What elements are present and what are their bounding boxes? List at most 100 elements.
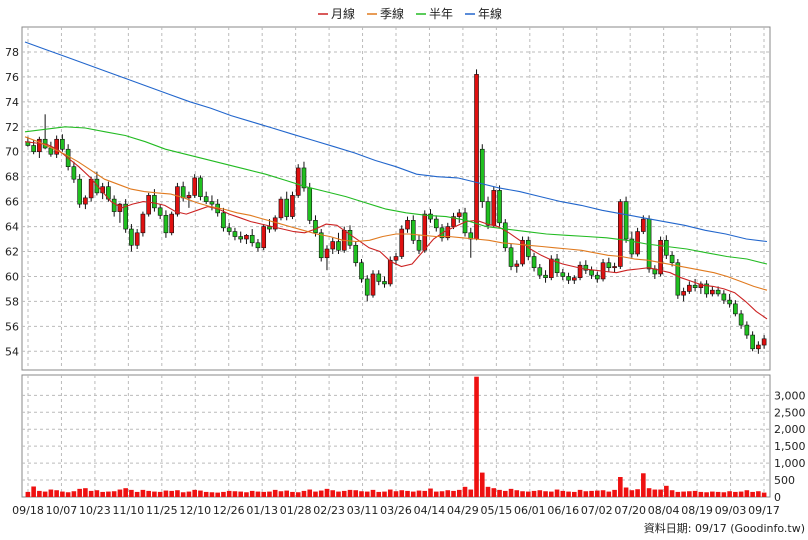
- x-tick-label-18: 07/20: [614, 504, 646, 517]
- volume-bar-95: [572, 491, 577, 497]
- candle-body-21: [146, 195, 151, 215]
- volume-bar-55: [341, 490, 347, 497]
- volume-bar-123: [733, 491, 738, 497]
- candle-body-62: [382, 281, 387, 285]
- candle-body-120: [715, 289, 721, 295]
- volume-bar-31: [203, 491, 209, 497]
- volume-bar-17: [123, 488, 128, 497]
- volume-bar-76: [462, 486, 468, 497]
- volume-bar-53: [330, 490, 336, 497]
- candle-body-104: [623, 201, 629, 240]
- x-tick-label-14: 05/15: [481, 504, 513, 517]
- volume-bar-88: [531, 490, 537, 497]
- volume-bar-32: [209, 492, 215, 497]
- price-tick-label-1: 56: [5, 320, 19, 333]
- volume-bar-37: [238, 491, 243, 497]
- x-tick-label-16: 06/16: [547, 504, 579, 517]
- candle-body-97: [583, 264, 589, 271]
- volume-bar-75: [456, 489, 462, 497]
- legend-label-1: 季線: [380, 6, 404, 21]
- candle-body-88: [531, 256, 537, 269]
- x-tick-label-1: 10/07: [46, 504, 78, 517]
- volume-bar-64: [393, 491, 399, 497]
- candle-body-5: [54, 138, 59, 155]
- candle-body-52: [324, 248, 330, 259]
- candle-body-59: [364, 278, 370, 296]
- candle-body-38: [244, 234, 249, 240]
- price-tick-label-8: 70: [5, 146, 19, 159]
- volume-bar-49: [307, 489, 313, 497]
- volume-bar-58: [359, 491, 364, 497]
- volume-bar-19: [134, 491, 140, 497]
- volume-bar-122: [727, 491, 732, 497]
- candle-body-116: [692, 284, 698, 288]
- volume-bar-0: [25, 491, 31, 497]
- volume-bar-56: [347, 489, 353, 497]
- volume-bar-83: [502, 490, 508, 497]
- candle-body-79: [479, 148, 485, 202]
- ma-line-2: [24, 126, 768, 265]
- volume-bar-127: [756, 491, 761, 497]
- candle-body-123: [733, 303, 738, 315]
- candle-body-39: [249, 234, 255, 244]
- volume-bar-128: [761, 492, 767, 497]
- volume-bar-109: [652, 489, 658, 497]
- volume-bar-126: [750, 491, 755, 497]
- candle-body-111: [664, 239, 669, 256]
- volume-bar-103: [618, 477, 623, 497]
- volume-bar-105: [629, 490, 635, 497]
- candle-body-67: [410, 220, 416, 241]
- volume-bar-117: [698, 491, 704, 497]
- candle-body-94: [566, 276, 571, 281]
- volume-bar-74: [451, 490, 456, 497]
- volume-bar-40: [255, 491, 261, 497]
- volume-bar-59: [364, 491, 370, 497]
- volume-bar-38: [244, 492, 249, 497]
- volume-bar-36: [232, 491, 238, 497]
- candle-body-30: [198, 177, 203, 197]
- x-tick-label-13: 04/29: [447, 504, 479, 517]
- candle-body-66: [405, 220, 410, 230]
- volume-bar-87: [525, 491, 531, 497]
- candle-body-121: [721, 293, 727, 301]
- candle-body-90: [543, 274, 548, 279]
- volume-bar-77: [468, 489, 474, 497]
- candle-body-86: [520, 239, 525, 265]
- candle-body-83: [502, 222, 508, 249]
- volume-bar-106: [635, 489, 640, 497]
- x-tick-label-12: 04/14: [414, 504, 446, 517]
- x-tick-label-20: 08/19: [681, 504, 713, 517]
- candle-body-80: [485, 201, 491, 226]
- candle-body-124: [738, 313, 744, 326]
- candle-body-127: [756, 344, 761, 350]
- candle-body-17: [123, 203, 128, 230]
- candle-body-29: [192, 177, 197, 196]
- candle-body-73: [445, 226, 451, 239]
- volume-bar-22: [152, 491, 157, 497]
- volume-bar-73: [445, 490, 451, 497]
- x-tick-label-15: 06/01: [514, 504, 546, 517]
- volume-bar-13: [100, 491, 105, 497]
- volume-bar-92: [554, 489, 560, 497]
- candle-body-20: [140, 213, 146, 234]
- candle-body-71: [433, 218, 439, 229]
- volume-bar-48: [301, 490, 307, 497]
- volume-bar-66: [405, 490, 410, 497]
- candle-body-27: [180, 186, 186, 199]
- x-tick-label-11: 03/26: [380, 504, 412, 517]
- volume-bar-39: [249, 490, 255, 497]
- candle-body-24: [163, 215, 169, 234]
- volume-tick-label-5: 2,500: [774, 406, 806, 419]
- candle-body-63: [387, 259, 393, 285]
- candle-body-99: [595, 274, 600, 280]
- candle-body-112: [669, 254, 675, 264]
- volume-bar-96: [577, 489, 583, 497]
- volume-bar-24: [163, 490, 169, 497]
- volume-bar-115: [687, 491, 692, 497]
- price-tick-label-2: 58: [5, 295, 19, 308]
- candle-body-68: [416, 239, 422, 251]
- candle-body-61: [376, 273, 382, 282]
- volume-bar-4: [48, 489, 54, 497]
- volume-bar-6: [60, 491, 65, 497]
